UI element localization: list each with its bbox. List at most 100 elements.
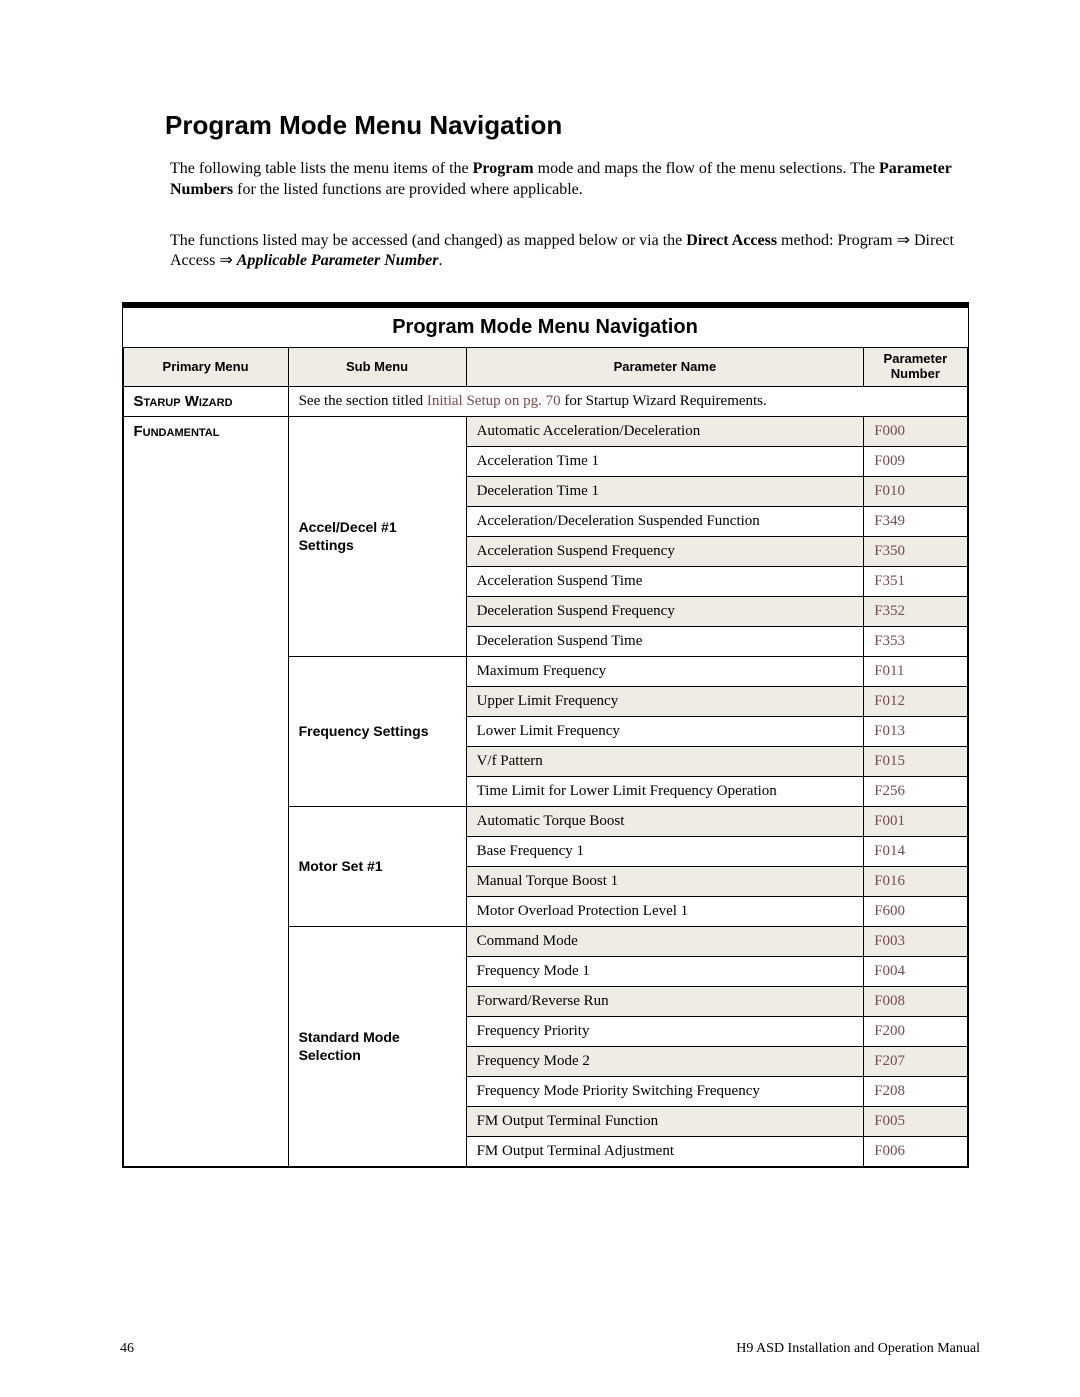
page-footer: 46 H9 ASD Installation and Operation Man… xyxy=(120,1341,980,1357)
parameter-name-cell: Automatic Torque Boost xyxy=(466,807,864,837)
parameter-number-link[interactable]: F351 xyxy=(874,573,905,589)
term-applicable-parameter-number: Applicable Parameter Number xyxy=(237,252,439,269)
parameter-name-cell: Base Frequency 1 xyxy=(466,837,864,867)
parameter-number-link[interactable]: F350 xyxy=(874,543,905,559)
table-body: Starup Wizard See the section titled Ini… xyxy=(123,387,967,1167)
text: for the listed functions are provided wh… xyxy=(233,181,583,198)
parameter-number-cell: F014 xyxy=(864,837,967,867)
link-initial-setup[interactable]: Initial Setup on pg. 70 xyxy=(427,393,561,409)
parameter-number-cell: F256 xyxy=(864,777,967,807)
parameter-number-link[interactable]: F010 xyxy=(874,483,905,499)
parameter-name-cell: Automatic Acceleration/Deceleration xyxy=(466,417,864,447)
table-row-startup: Starup Wizard See the section titled Ini… xyxy=(123,387,967,417)
parameter-name-cell: Frequency Mode 1 xyxy=(466,957,864,987)
parameter-number-cell: F207 xyxy=(864,1047,967,1077)
parameter-name-cell: Deceleration Suspend Frequency xyxy=(466,597,864,627)
parameter-number-link[interactable]: F009 xyxy=(874,453,905,469)
parameter-number-link[interactable]: F256 xyxy=(874,783,905,799)
parameter-name-cell: Forward/Reverse Run xyxy=(466,987,864,1017)
table-header-row: Primary Menu Sub Menu Parameter Name Par… xyxy=(123,348,967,387)
sub-menu-cell: Standard Mode Selection xyxy=(288,927,466,1167)
parameter-number-cell: F001 xyxy=(864,807,967,837)
th-sub-menu: Sub Menu xyxy=(288,348,466,387)
text: for Startup Wizard Requirements. xyxy=(561,393,767,409)
term-direct-access: Direct Access xyxy=(686,232,777,249)
table-title: Program Mode Menu Navigation xyxy=(123,308,968,347)
parameter-number-link[interactable]: F353 xyxy=(874,633,905,649)
parameter-number-cell: F349 xyxy=(864,507,967,537)
document-page: Program Mode Menu Navigation The followi… xyxy=(0,0,1080,1397)
text: The following table lists the menu items… xyxy=(170,160,473,177)
parameter-number-cell: F009 xyxy=(864,447,967,477)
parameter-number-cell: F004 xyxy=(864,957,967,987)
table-row: FundamentalAccel/Decel #1 SettingsAutoma… xyxy=(123,417,967,447)
parameter-name-cell: FM Output Terminal Function xyxy=(466,1107,864,1137)
parameter-number-link[interactable]: F200 xyxy=(874,1023,905,1039)
parameter-number-link[interactable]: F600 xyxy=(874,903,905,919)
parameter-name-cell: Lower Limit Frequency xyxy=(466,717,864,747)
parameter-name-cell: Frequency Mode 2 xyxy=(466,1047,864,1077)
parameter-number-link[interactable]: F016 xyxy=(874,873,905,889)
sub-menu-cell: Accel/Decel #1 Settings xyxy=(288,417,466,657)
parameter-name-cell: Deceleration Time 1 xyxy=(466,477,864,507)
parameter-number-link[interactable]: F015 xyxy=(874,753,905,769)
th-parameter-number: Parameter Number xyxy=(864,348,967,387)
sub-menu-cell: Frequency Settings xyxy=(288,657,466,807)
parameter-number-link[interactable]: F011 xyxy=(874,663,904,679)
parameter-name-cell: Motor Overload Protection Level 1 xyxy=(466,897,864,927)
text: See the section titled xyxy=(299,393,427,409)
parameter-number-link[interactable]: F006 xyxy=(874,1143,905,1159)
parameter-number-cell: F013 xyxy=(864,717,967,747)
parameter-number-cell: F350 xyxy=(864,537,967,567)
text: mode and maps the flow of the menu selec… xyxy=(534,160,879,177)
parameter-name-cell: Maximum Frequency xyxy=(466,657,864,687)
startup-note-cell: See the section titled Initial Setup on … xyxy=(288,387,967,417)
parameter-number-cell: F000 xyxy=(864,417,967,447)
navigation-table: Primary Menu Sub Menu Parameter Name Par… xyxy=(123,347,968,1167)
text: . xyxy=(438,252,442,269)
page-title: Program Mode Menu Navigation xyxy=(165,110,980,141)
parameter-number-cell: F015 xyxy=(864,747,967,777)
parameter-number-link[interactable]: F013 xyxy=(874,723,905,739)
th-primary-menu: Primary Menu xyxy=(123,348,288,387)
parameter-number-cell: F003 xyxy=(864,927,967,957)
parameter-number-link[interactable]: F208 xyxy=(874,1083,905,1099)
parameter-number-cell: F011 xyxy=(864,657,967,687)
parameter-number-cell: F010 xyxy=(864,477,967,507)
parameter-number-link[interactable]: F004 xyxy=(874,963,905,979)
parameter-name-cell: FM Output Terminal Adjustment xyxy=(466,1137,864,1167)
manual-title: H9 ASD Installation and Operation Manual xyxy=(736,1341,980,1357)
parameter-number-link[interactable]: F012 xyxy=(874,693,905,709)
parameter-number-cell: F351 xyxy=(864,567,967,597)
navigation-table-container: Program Mode Menu Navigation Primary Men… xyxy=(122,302,969,1168)
parameter-name-cell: Manual Torque Boost 1 xyxy=(466,867,864,897)
parameter-name-cell: Deceleration Suspend Time xyxy=(466,627,864,657)
parameter-number-link[interactable]: F014 xyxy=(874,843,905,859)
parameter-name-cell: Frequency Mode Priority Switching Freque… xyxy=(466,1077,864,1107)
parameter-number-cell: F353 xyxy=(864,627,967,657)
parameter-number-link[interactable]: F003 xyxy=(874,933,905,949)
parameter-number-link[interactable]: F005 xyxy=(874,1113,905,1129)
parameter-number-cell: F352 xyxy=(864,597,967,627)
page-number: 46 xyxy=(120,1341,134,1357)
parameter-number-cell: F012 xyxy=(864,687,967,717)
parameter-name-cell: Acceleration/Deceleration Suspended Func… xyxy=(466,507,864,537)
parameter-number-link[interactable]: F001 xyxy=(874,813,905,829)
parameter-number-cell: F008 xyxy=(864,987,967,1017)
parameter-name-cell: Acceleration Suspend Time xyxy=(466,567,864,597)
parameter-name-cell: Acceleration Time 1 xyxy=(466,447,864,477)
parameter-number-cell: F005 xyxy=(864,1107,967,1137)
intro-paragraph-1: The following table lists the menu items… xyxy=(170,159,970,201)
parameter-name-cell: Command Mode xyxy=(466,927,864,957)
sub-menu-cell: Motor Set #1 xyxy=(288,807,466,927)
parameter-number-link[interactable]: F207 xyxy=(874,1053,905,1069)
parameter-number-cell: F208 xyxy=(864,1077,967,1107)
parameter-number-link[interactable]: F000 xyxy=(874,423,905,439)
parameter-number-link[interactable]: F352 xyxy=(874,603,905,619)
parameter-number-link[interactable]: F349 xyxy=(874,513,905,529)
parameter-number-cell: F016 xyxy=(864,867,967,897)
parameter-number-link[interactable]: F008 xyxy=(874,993,905,1009)
parameter-name-cell: V/f Pattern xyxy=(466,747,864,777)
parameter-name-cell: Acceleration Suspend Frequency xyxy=(466,537,864,567)
primary-menu-startup-wizard: Starup Wizard xyxy=(123,387,288,417)
